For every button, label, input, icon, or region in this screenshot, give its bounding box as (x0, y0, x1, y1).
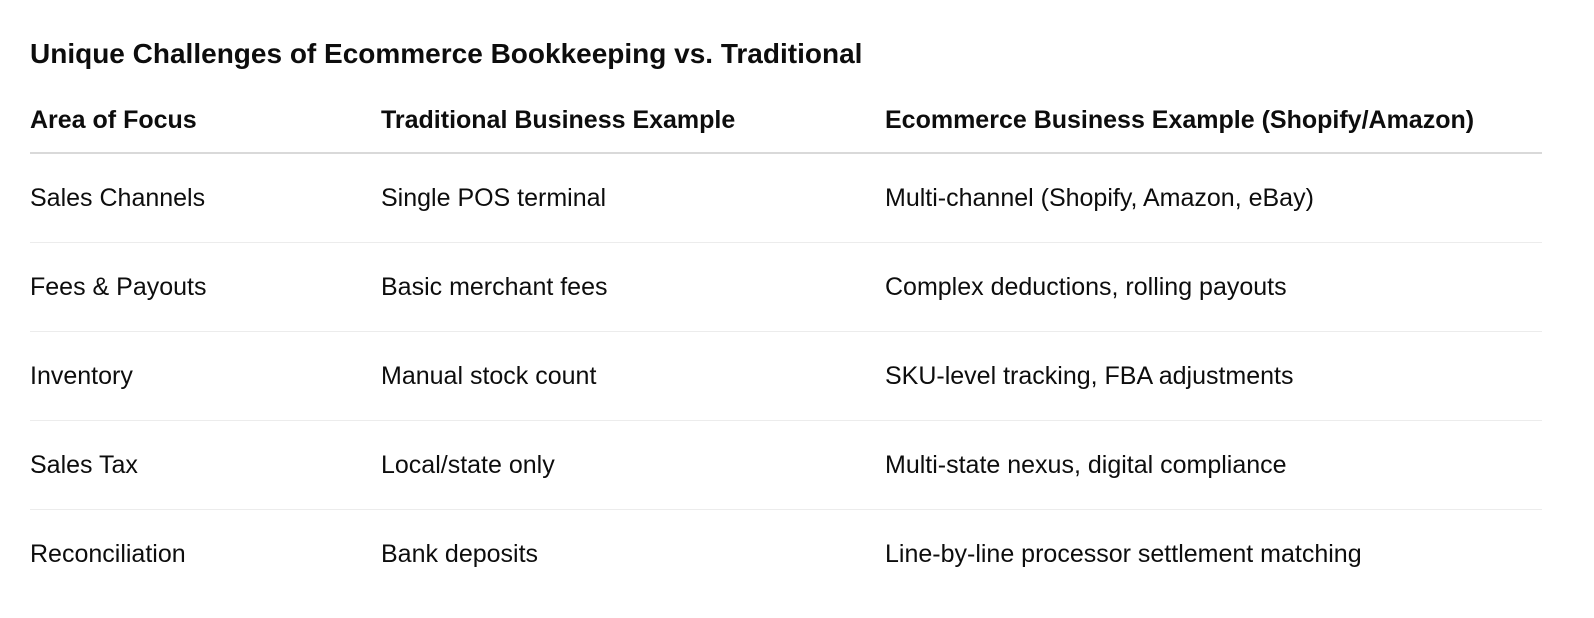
cell-area: Inventory (30, 331, 381, 421)
table-row: Sales Channels Single POS terminal Multi-c… (30, 153, 1542, 243)
cell-traditional: Single POS terminal (381, 153, 885, 243)
cell-area: Sales Channels (30, 153, 381, 243)
cell-area: Sales Tax (30, 420, 381, 510)
cell-area: Reconciliation (30, 539, 186, 568)
header-row: Area of Focus Traditional Business Examp… (30, 88, 1542, 154)
table-row: Fees & Payouts Basic merchant fees Complex… (30, 242, 1542, 332)
table-title: Unique Challenges of Ecommerce Bookkeepi… (30, 38, 863, 69)
table-row: Inventory Manual stock count SKU-level tra… (30, 331, 1542, 421)
table-row: Sales Tax Local/state only Multi-state nex… (30, 420, 1542, 510)
cell-area: Fees & Payouts (30, 242, 381, 332)
header-traditional: Traditional Business Example (381, 88, 885, 154)
comparison-table: Area of Focus Traditional Business Examp… (30, 88, 1542, 598)
cell-ecommerce: Complex deductions, rolling payouts (885, 242, 1542, 332)
cell-traditional: Basic merchant fees (381, 242, 885, 332)
cell-traditional: Bank deposits (381, 539, 539, 568)
header-area: Area of Focus (30, 88, 381, 154)
cell-traditional: Local/state only (381, 420, 885, 510)
table-row: Reconciliation Bank deposits Line-by-line … (30, 510, 1542, 599)
cell-traditional: Manual stock count (381, 331, 885, 421)
cell-ecommerce: Multi-state nexus, digital compliance (885, 420, 1542, 510)
header-ecommerce: Ecommerce Business Example (Shopify/Amaz… (885, 88, 1542, 154)
cell-ecommerce: Multi-channel (Shopify, Amazon, eBay) (885, 153, 1542, 243)
cell-ecommerce: SKU-level tracking, FBA adjustments (885, 331, 1542, 421)
cell-ecommerce: Line-by-line processor settlement matchi… (885, 539, 1362, 568)
